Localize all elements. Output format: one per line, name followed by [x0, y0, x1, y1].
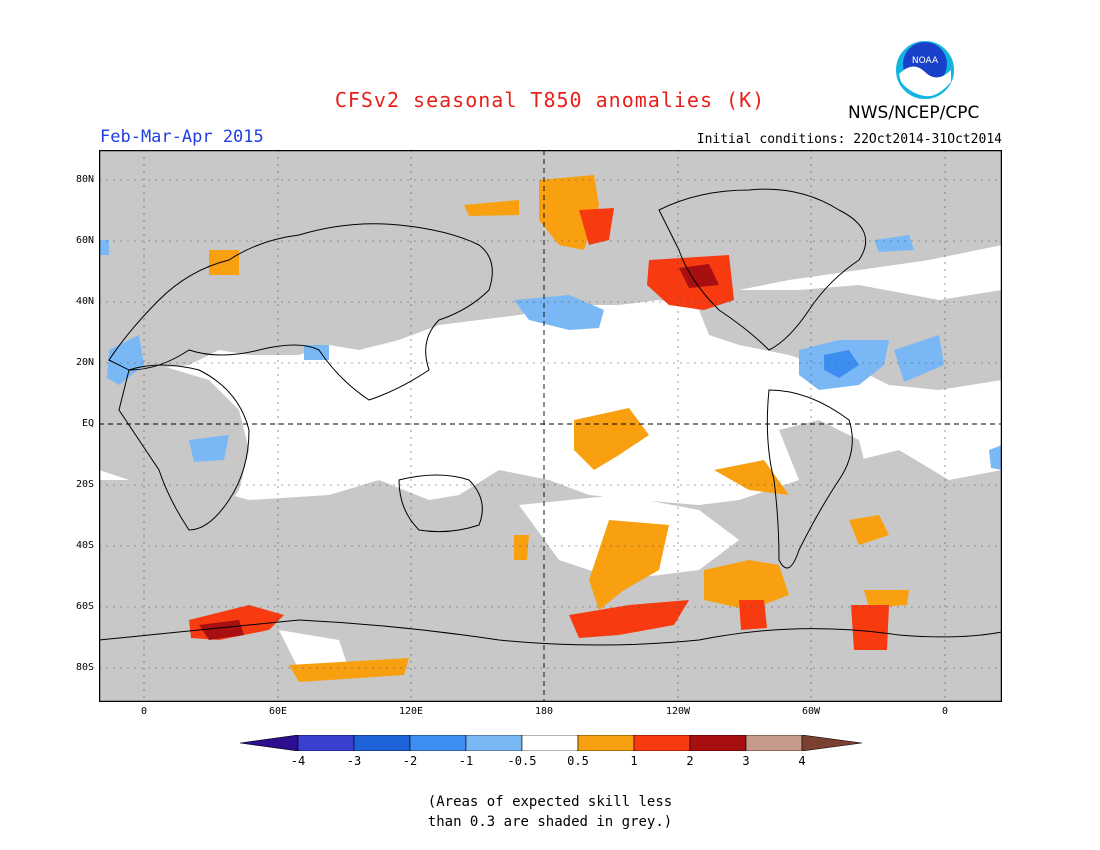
- lat-label: 80N: [75, 174, 94, 185]
- colorbar-label: 1: [630, 754, 638, 768]
- colorbar-bin: [633, 734, 691, 752]
- lat-label: 60S: [75, 601, 94, 612]
- negative-anomalies: [99, 235, 1002, 470]
- colorbar-label: 3: [742, 754, 750, 768]
- positive-anomalies-orange: [209, 175, 909, 682]
- colorbar-bin: [801, 734, 863, 752]
- lon-label: 60W: [801, 706, 821, 717]
- season-label: Feb-Mar-Apr 2015: [100, 127, 264, 147]
- lon-label: 0: [140, 706, 148, 717]
- lon-label: 120W: [665, 706, 691, 717]
- lon-label: 60E: [268, 706, 288, 717]
- lat-label: 40N: [75, 296, 94, 307]
- anomaly-map: [99, 150, 1002, 702]
- colorbar-label: 2: [686, 754, 694, 768]
- colorbar-bin: [465, 734, 523, 752]
- lon-label: 120E: [398, 706, 424, 717]
- low-skill-regions: [99, 150, 1002, 702]
- skill-note-line1: (Areas of expected skill less: [427, 794, 673, 810]
- equator-dateline: [99, 150, 1002, 702]
- colorbar-bin: [297, 734, 355, 752]
- noaa-logo: NOAA: [893, 38, 957, 102]
- initial-conditions: Initial conditions: 22Oct2014-31Oct2014: [696, 132, 1002, 147]
- colorbar-label: -3: [346, 754, 362, 768]
- colorbar-label: 0.5: [567, 754, 589, 768]
- colorbar-label: -2: [402, 754, 418, 768]
- colorbar-bin: [745, 734, 803, 752]
- org-label: NWS/NCEP/CPC: [848, 103, 980, 123]
- colorbar-label: -4: [290, 754, 306, 768]
- lon-label: 0: [941, 706, 949, 717]
- colorbar-bin: [239, 734, 299, 752]
- colorbar-label: -1: [458, 754, 474, 768]
- colorbar-bin: [521, 734, 579, 752]
- graticule: [99, 150, 1002, 702]
- chart-title: CFSv2 seasonal T850 anomalies (K): [334, 88, 766, 112]
- colorbar-bin: [577, 734, 635, 752]
- lat-label: 60N: [75, 235, 94, 246]
- positive-anomalies-dark-red: [199, 264, 719, 640]
- colorbar: [239, 734, 863, 752]
- lat-label: 20S: [75, 479, 94, 490]
- lon-label: 180: [534, 706, 554, 717]
- colorbar-bin: [689, 734, 747, 752]
- noaa-logo-text: NOAA: [912, 56, 939, 66]
- colorbar-bin: [353, 734, 411, 752]
- map-frame: [99, 150, 1002, 702]
- colorbar-bin: [409, 734, 467, 752]
- lat-label: EQ: [81, 418, 94, 429]
- colorbar-label: 4: [798, 754, 806, 768]
- colorbar-label: -0.5: [507, 754, 537, 768]
- skill-note-line2: than 0.3 are shaded in grey.): [427, 814, 673, 830]
- lat-label: 40S: [75, 540, 94, 551]
- skill-note: (Areas of expected skill less than 0.3 a…: [0, 792, 1100, 832]
- coastlines: [99, 188, 1002, 646]
- lat-label: 80S: [75, 662, 94, 673]
- lat-label: 20N: [75, 357, 94, 368]
